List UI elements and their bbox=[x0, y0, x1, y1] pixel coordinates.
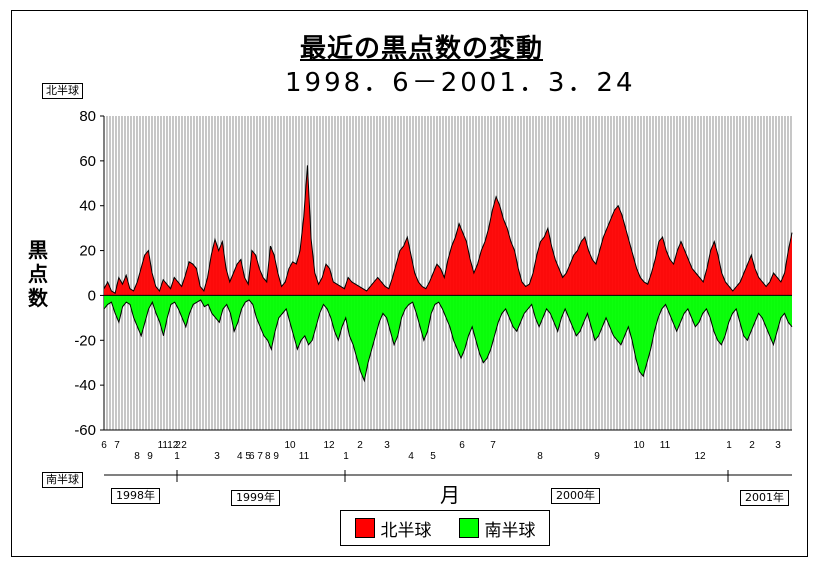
month-tick-label: 9 bbox=[147, 451, 153, 462]
y-tick-label: 0 bbox=[88, 287, 96, 304]
month-tick-label: 6 bbox=[101, 440, 107, 451]
year-label-1999: 1999年 bbox=[231, 490, 280, 506]
month-tick-label: 5 bbox=[430, 451, 436, 462]
month-tick-label: 12 bbox=[323, 440, 335, 451]
month-tick-label: 2 bbox=[181, 440, 187, 451]
month-tick-label: 2 bbox=[357, 440, 363, 451]
chart-frame bbox=[11, 10, 808, 557]
north-series-line bbox=[103, 165, 793, 294]
legend-swatch-north bbox=[354, 518, 375, 538]
month-tick-label: 1 bbox=[726, 440, 732, 451]
y-tick-label: -40 bbox=[74, 377, 96, 394]
year-label-2000: 2000年 bbox=[551, 488, 600, 504]
y-tick-label: -60 bbox=[74, 422, 96, 439]
y-tick-label: 20 bbox=[79, 243, 96, 260]
chart-subtitle: 1998．6－2001．3．24 bbox=[285, 68, 636, 98]
legend-label-south: 南半球 bbox=[484, 520, 536, 541]
month-tick-label: 9 bbox=[594, 451, 600, 462]
month-tick-label: 3 bbox=[775, 440, 781, 451]
month-tick-label: 2 bbox=[749, 440, 755, 451]
chart-legend: 北半球 南半球 bbox=[340, 510, 550, 546]
y-tick-label: 60 bbox=[79, 153, 96, 170]
north-series-area bbox=[104, 165, 792, 296]
month-tick-label: 11 bbox=[299, 451, 310, 462]
legend-item-north: 北半球 bbox=[354, 516, 432, 541]
x-axis-label: 月 bbox=[440, 483, 460, 507]
year-label-1998: 1998年 bbox=[111, 488, 160, 504]
month-tick-label: 10 bbox=[633, 440, 645, 451]
month-tick-label: 6 7 bbox=[249, 451, 263, 462]
month-tick-label: 3 bbox=[214, 451, 220, 462]
month-tick-label: 8 bbox=[537, 451, 543, 462]
y-axis-label: 黒点数 bbox=[28, 238, 48, 310]
year-label-2001: 2001年 bbox=[740, 490, 789, 506]
month-tick-label: 1 bbox=[174, 451, 180, 462]
y-tick-label: 80 bbox=[79, 108, 96, 125]
legend-item-south: 南半球 bbox=[458, 516, 536, 541]
month-tick-label: 3 bbox=[384, 440, 390, 451]
south-series-area bbox=[104, 295, 792, 381]
month-tick-label: 1112 bbox=[158, 440, 179, 451]
legend-label-north: 北半球 bbox=[380, 520, 432, 541]
month-tick-label: 7 bbox=[114, 440, 120, 451]
month-tick-label: 11 bbox=[660, 440, 671, 451]
chart-title: 最近の黒点数の変動 bbox=[300, 34, 544, 64]
y-tick-label: 40 bbox=[79, 198, 96, 215]
month-tick-label: 7 bbox=[490, 440, 496, 451]
month-tick-label: 4 5 bbox=[237, 451, 251, 462]
legend-swatch-south bbox=[458, 518, 479, 538]
month-tick-label: 8 bbox=[134, 451, 140, 462]
month-tick-label: 8 9 bbox=[265, 451, 279, 462]
month-tick-label: 4 bbox=[408, 451, 414, 462]
month-tick-label: 10 bbox=[284, 440, 296, 451]
month-tick-label: 12 bbox=[694, 451, 706, 462]
north-hemisphere-label: 北半球 bbox=[42, 83, 83, 99]
month-tick-label: 2 bbox=[175, 440, 181, 451]
month-tick-label: 1 bbox=[343, 451, 349, 462]
month-tick-label: 6 bbox=[459, 440, 465, 451]
y-tick-label: -20 bbox=[74, 332, 96, 349]
south-hemisphere-label: 南半球 bbox=[42, 472, 83, 488]
south-series-line bbox=[103, 299, 793, 383]
